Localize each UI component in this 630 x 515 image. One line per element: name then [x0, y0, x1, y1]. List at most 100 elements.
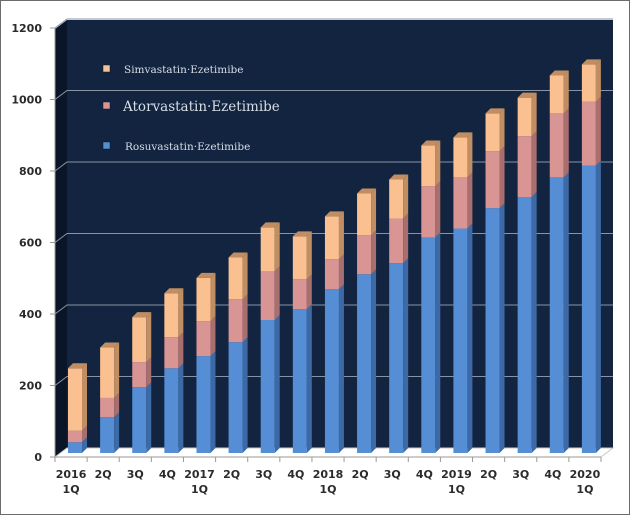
- bar-atorvastatin-side: [563, 108, 569, 178]
- bar-simvastatin-top: [581, 59, 601, 65]
- y-tick-label: 1000: [11, 94, 42, 107]
- bar-rosuvastatin-side: [499, 203, 505, 453]
- bar-rosuvastatin-side: [403, 258, 409, 453]
- bar-simvastatin-side: [435, 140, 441, 187]
- bar-stack: [100, 342, 120, 453]
- bar-rosuvastatin-side: [371, 269, 377, 453]
- bar-simvastatin-front: [357, 193, 372, 236]
- x-tick-label: 3Q: [512, 468, 529, 481]
- bar-simvastatin-top: [549, 70, 569, 76]
- bar-rosuvastatin-front: [421, 237, 436, 453]
- y-axis: 0 200 400 600 800 1000 1200: [11, 22, 56, 464]
- x-tick-label-line: 2019: [441, 468, 472, 481]
- bar-rosuvastatin-front: [453, 228, 468, 453]
- x-tick-label-line: 4Q: [416, 468, 433, 481]
- bar-stack: [517, 92, 537, 453]
- x-tick-label: 2Q: [223, 468, 240, 481]
- x-tick-label-line: 3Q: [384, 468, 401, 481]
- bar-simvastatin-top: [196, 272, 216, 278]
- bar-simvastatin-side: [82, 363, 87, 431]
- x-tick-label-line: 2Q: [223, 468, 240, 481]
- bar-rosuvastatin-side: [210, 351, 216, 453]
- bar-simvastatin-side: [306, 231, 312, 280]
- bar-simvastatin-side: [563, 70, 569, 114]
- bar-simvastatin-front: [517, 97, 532, 137]
- bar-atorvastatin-side: [242, 294, 248, 343]
- bar-simvastatin-side: [146, 312, 152, 363]
- bar-rosuvastatin-front: [517, 197, 532, 453]
- bar-simvastatin-front: [260, 227, 275, 272]
- bar-rosuvastatin-front: [292, 309, 307, 453]
- x-tick-label-line: 1Q: [576, 483, 593, 496]
- bar-atorvastatin-side: [274, 266, 280, 321]
- bar-rosuvastatin-front: [581, 165, 596, 453]
- bar-atorvastatin-side: [338, 254, 344, 290]
- bar-stack: [68, 363, 87, 453]
- bar-rosuvastatin-front: [324, 289, 339, 453]
- x-tick-label-line: 1Q: [448, 483, 465, 496]
- bar-rosuvastatin-front: [68, 442, 82, 453]
- bar-simvastatin-top: [292, 231, 312, 237]
- bar-simvastatin-front: [100, 347, 115, 398]
- bar-simvastatin-top: [485, 108, 505, 114]
- x-tick-label: 4Q: [416, 468, 433, 481]
- bar-stack: [357, 188, 377, 453]
- bar-simvastatin-front: [324, 216, 339, 260]
- x-tick-label-line: 3Q: [127, 468, 144, 481]
- bar-atorvastatin-front: [549, 113, 564, 178]
- bar-rosuvastatin-side: [114, 412, 120, 453]
- bar-atorvastatin-side: [146, 357, 152, 388]
- bar-atorvastatin-side: [306, 274, 312, 310]
- x-tick-label-line: 2017: [184, 468, 215, 481]
- bar-atorvastatin-side: [371, 230, 377, 275]
- bar-rosuvastatin-front: [132, 387, 147, 453]
- x-tick-label: 2019 1Q: [441, 468, 472, 496]
- x-tick-label: 2020 1Q: [570, 468, 601, 496]
- bar-rosuvastatin-side: [435, 232, 441, 453]
- x-tick-label: 4Q: [287, 468, 304, 481]
- x-tick-label-line: 2018: [313, 468, 344, 481]
- bar-simvastatin-top: [164, 288, 184, 294]
- bar-rosuvastatin-front: [549, 177, 564, 453]
- x-tick-label: 3Q: [255, 468, 272, 481]
- bar-simvastatin-front: [485, 113, 500, 152]
- bar-atorvastatin-side: [210, 316, 216, 357]
- bar-simvastatin-front: [421, 145, 436, 187]
- bar-simvastatin-front: [389, 179, 404, 219]
- x-tick-label: 4Q: [159, 468, 176, 481]
- bar-simvastatin-front: [132, 317, 147, 363]
- bar-stack: [549, 70, 569, 453]
- bar-stack: [260, 222, 280, 453]
- bar-simvastatin-side: [178, 288, 184, 338]
- x-tick-label-line: 1Q: [319, 483, 336, 496]
- x-tick-label-line: 1Q: [63, 483, 80, 496]
- bar-rosuvastatin-front: [260, 320, 275, 453]
- bar-simvastatin-side: [210, 272, 216, 322]
- bar-rosuvastatin-front: [164, 368, 179, 453]
- bar-atorvastatin-front: [485, 151, 500, 209]
- bar-atorvastatin-front: [260, 271, 275, 321]
- bar-rosuvastatin-side: [82, 437, 87, 453]
- bar-stack: [581, 59, 601, 453]
- gridline: [54, 90, 613, 100]
- bar-rosuvastatin-front: [485, 208, 500, 453]
- bar-atorvastatin-side: [82, 425, 87, 443]
- bars: [68, 59, 601, 453]
- bar-rosuvastatin-front: [228, 342, 243, 453]
- legend-label-simvastatin: Simvastatin·Ezetimibe: [124, 64, 243, 76]
- bar-simvastatin-front: [68, 368, 82, 431]
- bar-simvastatin-side: [467, 132, 473, 178]
- legend-label-atorvastatin: Atorvastatin·Ezetimibe: [122, 99, 280, 115]
- y-tick-label: 800: [19, 165, 42, 178]
- bar-simvastatin-side: [371, 188, 377, 236]
- bar-simvastatin-side: [338, 211, 344, 260]
- bar-atorvastatin-front: [453, 177, 468, 229]
- bar-rosuvastatin-front: [196, 356, 211, 453]
- bar-simvastatin-front: [228, 257, 243, 300]
- bar-simvastatin-top: [517, 92, 537, 98]
- x-tick-label-line: 4Q: [544, 468, 561, 481]
- x-tick-label-line: 4Q: [287, 468, 304, 481]
- bar-atorvastatin-front: [357, 235, 372, 275]
- bar-atorvastatin-front: [164, 337, 179, 369]
- bar-atorvastatin-front: [389, 218, 404, 264]
